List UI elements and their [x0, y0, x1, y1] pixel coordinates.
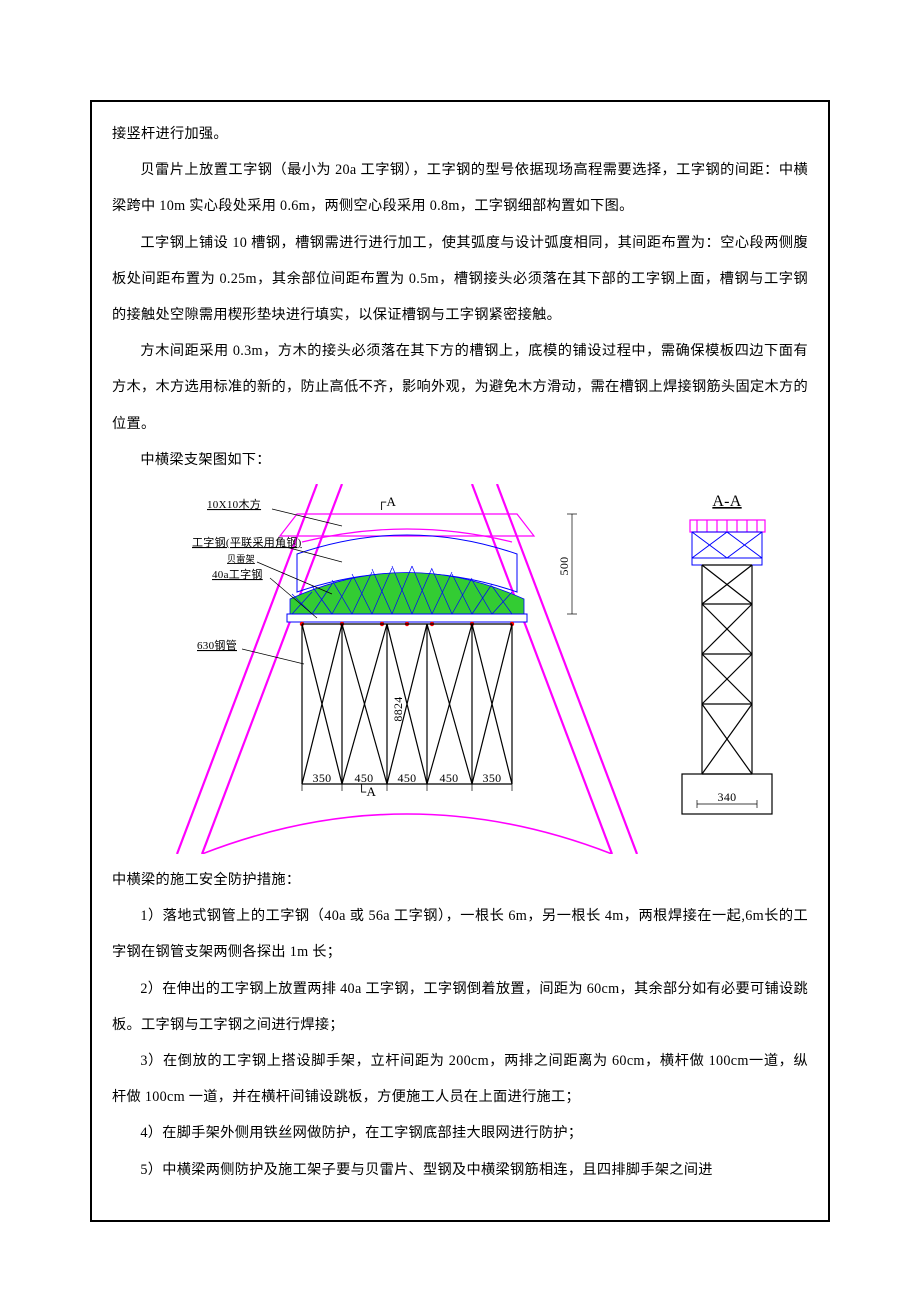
dim-span-5: 350	[483, 771, 502, 785]
figure-wrap: 350 450 450 450 350 500 8824	[112, 484, 808, 854]
paragraph-4: 中横梁支架图如下：	[112, 442, 808, 478]
paragraph-5: 中横梁的施工安全防护措施：	[112, 862, 808, 898]
paragraph-8: 3）在倒放的工字钢上搭设脚手架，立杆间距为 200cm，两排之间距离为 60cm…	[112, 1043, 808, 1115]
label-pipe: 630钢管	[197, 638, 237, 652]
dim-span-2: 450	[355, 771, 374, 785]
dim-span-4: 450	[440, 771, 459, 785]
label-timber: 10X10木方	[207, 497, 261, 511]
content-frame: 接竖杆进行加强。 贝雷片上放置工字钢（最小为 20a 工字钢），工字钢的型号依据…	[90, 100, 830, 1222]
section-title: A-A	[712, 493, 741, 510]
dim-span-1: 350	[313, 771, 332, 785]
label-40a: 40a工字钢	[212, 567, 263, 581]
label-bailey: 贝雷架	[227, 554, 255, 564]
continuation-line: 接竖杆进行加强。	[112, 116, 808, 152]
dim-8824: 8824	[391, 696, 405, 721]
paragraph-3: 方木间距采用 0.3m，方木的接头必须落在其下方的槽钢上，底模的铺设过程中，需确…	[112, 333, 808, 442]
paragraph-1: 贝雷片上放置工字钢（最小为 20a 工字钢），工字钢的型号依据现场高程需要选择，…	[112, 152, 808, 224]
crossbeam-support-diagram: 350 450 450 450 350 500 8824	[142, 484, 792, 854]
dim-340: 340	[718, 790, 737, 804]
paragraph-2: 工字钢上铺设 10 槽钢，槽钢需进行进行加工，使其弧度与设计弧度相同，其间距布置…	[112, 225, 808, 334]
section-mark-top: ┌A	[377, 494, 397, 511]
paragraph-10: 5）中横梁两侧防护及施工架子要与贝雷片、型钢及中横梁钢筋相连，且四排脚手架之间进	[112, 1152, 808, 1188]
dim-span-3: 450	[398, 771, 417, 785]
section-mark-bottom: └A	[357, 784, 377, 799]
dim-500: 500	[557, 557, 571, 576]
body-text: 接竖杆进行加强。 贝雷片上放置工字钢（最小为 20a 工字钢），工字钢的型号依据…	[112, 116, 808, 1188]
paragraph-7: 2）在伸出的工字钢上放置两排 40a 工字钢，工字钢倒着放置，间距为 60cm，…	[112, 971, 808, 1043]
page: 接竖杆进行加强。 贝雷片上放置工字钢（最小为 20a 工字钢），工字钢的型号依据…	[0, 0, 920, 1302]
paragraph-9: 4）在脚手架外侧用铁丝网做防护，在工字钢底部挂大眼网进行防护；	[112, 1115, 808, 1151]
paragraph-6: 1）落地式钢管上的工字钢（40a 或 56a 工字钢），一根长 6m，另一根长 …	[112, 898, 808, 970]
